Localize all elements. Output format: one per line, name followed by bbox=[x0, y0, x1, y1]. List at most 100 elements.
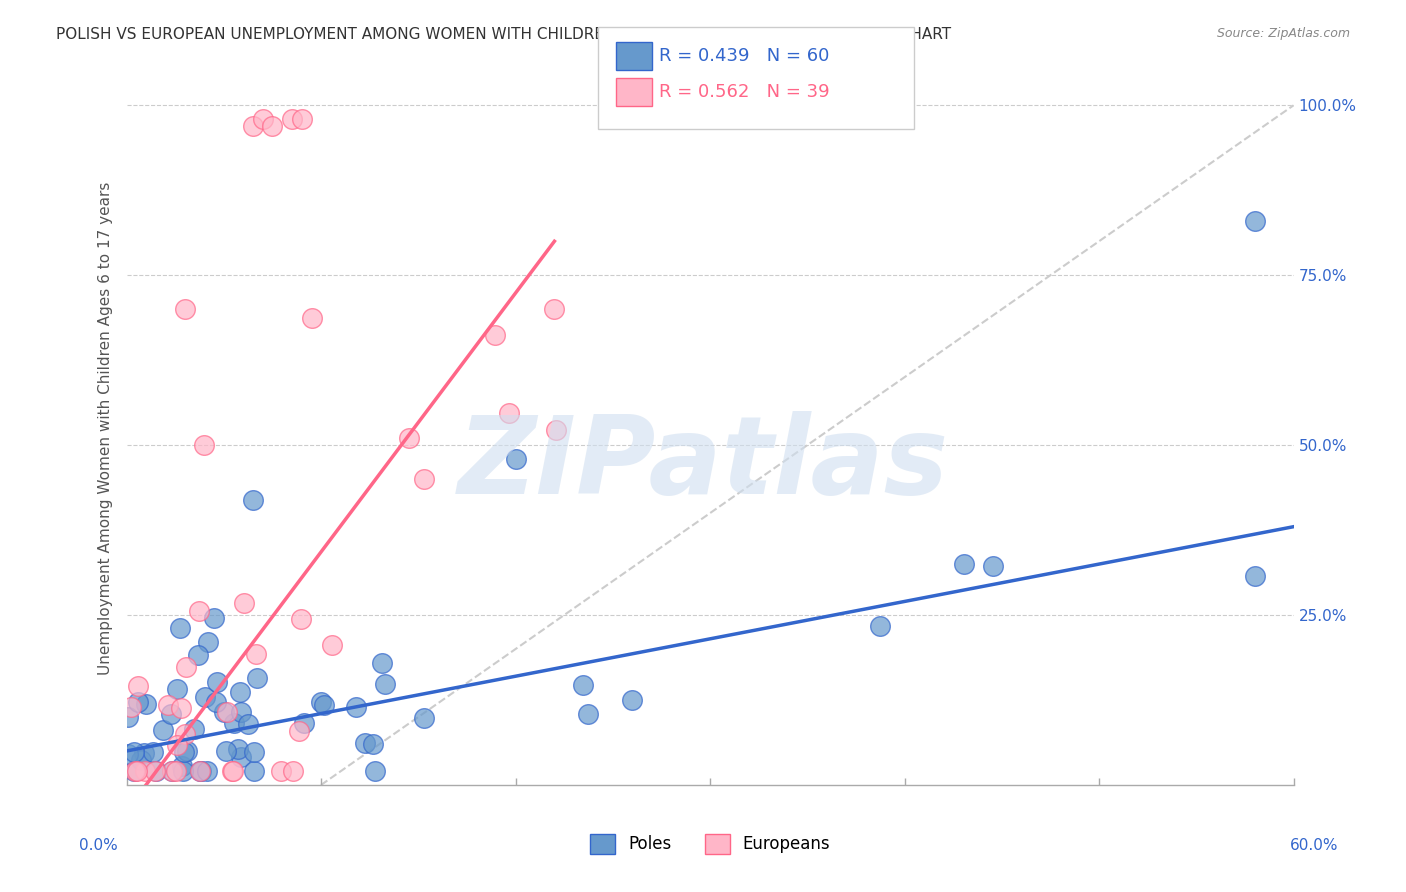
Point bbox=[1243, 214, 1265, 228]
Point bbox=[188, 604, 211, 618]
Point bbox=[173, 727, 195, 741]
Point bbox=[172, 764, 194, 779]
Point bbox=[236, 717, 259, 731]
Point bbox=[129, 752, 152, 766]
Point bbox=[412, 472, 434, 486]
Text: R = 0.439   N = 60: R = 0.439 N = 60 bbox=[659, 47, 830, 65]
Point bbox=[159, 706, 181, 721]
Point bbox=[187, 648, 209, 663]
Point bbox=[243, 764, 266, 779]
Point bbox=[173, 745, 195, 759]
Point bbox=[176, 743, 198, 757]
Point bbox=[122, 745, 145, 759]
Point bbox=[174, 660, 197, 674]
Point bbox=[290, 112, 312, 126]
Point bbox=[127, 695, 149, 709]
Point bbox=[361, 737, 384, 751]
Point bbox=[193, 438, 215, 452]
Point bbox=[188, 764, 211, 779]
Point bbox=[245, 648, 267, 662]
Point bbox=[215, 706, 238, 720]
Point bbox=[215, 744, 238, 758]
Point bbox=[142, 745, 165, 759]
Point bbox=[145, 764, 167, 779]
Point bbox=[484, 328, 506, 343]
Point bbox=[205, 674, 228, 689]
Y-axis label: Unemployment Among Women with Children Ages 6 to 17 years: Unemployment Among Women with Children A… bbox=[97, 181, 112, 675]
Point bbox=[157, 698, 180, 712]
Point bbox=[135, 697, 157, 711]
Point bbox=[127, 764, 149, 779]
Point bbox=[301, 310, 323, 325]
Text: Source: ZipAtlas.com: Source: ZipAtlas.com bbox=[1216, 27, 1350, 40]
Point bbox=[246, 672, 269, 686]
Point bbox=[169, 701, 191, 715]
Point bbox=[371, 656, 394, 670]
Point bbox=[498, 406, 520, 420]
Point bbox=[231, 705, 253, 719]
Point bbox=[229, 685, 252, 699]
Point bbox=[160, 764, 183, 779]
Point bbox=[281, 764, 304, 779]
Point bbox=[124, 764, 146, 779]
Point bbox=[172, 759, 194, 773]
Point bbox=[204, 694, 226, 708]
Point bbox=[190, 764, 212, 779]
Point bbox=[620, 693, 643, 707]
Point bbox=[398, 431, 420, 445]
Point bbox=[222, 764, 245, 779]
Point bbox=[226, 741, 249, 756]
Point bbox=[221, 764, 243, 779]
Text: R = 0.562   N = 39: R = 0.562 N = 39 bbox=[659, 83, 830, 101]
Point bbox=[162, 764, 184, 779]
Point bbox=[195, 764, 218, 779]
Point bbox=[544, 423, 567, 437]
Point bbox=[374, 676, 396, 690]
Point bbox=[869, 619, 891, 633]
Point bbox=[122, 764, 145, 779]
Point bbox=[983, 558, 1005, 573]
Point bbox=[174, 302, 197, 317]
Point bbox=[117, 747, 139, 762]
Point bbox=[190, 764, 212, 779]
Point bbox=[571, 678, 593, 692]
Text: 60.0%: 60.0% bbox=[1291, 838, 1339, 854]
Text: ZIPatlas: ZIPatlas bbox=[457, 411, 949, 516]
Point bbox=[543, 302, 565, 317]
Point bbox=[290, 611, 312, 625]
Text: POLISH VS EUROPEAN UNEMPLOYMENT AMONG WOMEN WITH CHILDREN AGES 6 TO 17 YEARS COR: POLISH VS EUROPEAN UNEMPLOYMENT AMONG WO… bbox=[56, 27, 952, 42]
Point bbox=[312, 698, 335, 712]
Point bbox=[166, 682, 188, 697]
Point bbox=[152, 723, 174, 737]
Point bbox=[364, 764, 387, 779]
Point bbox=[117, 710, 139, 724]
Point bbox=[287, 724, 309, 739]
Point bbox=[321, 638, 343, 652]
Point bbox=[231, 749, 253, 764]
Point bbox=[166, 738, 188, 752]
Point bbox=[222, 715, 245, 730]
Point bbox=[576, 707, 599, 722]
Point bbox=[194, 690, 217, 705]
Point bbox=[212, 705, 235, 719]
Point bbox=[953, 558, 976, 572]
Point bbox=[505, 451, 527, 466]
Point bbox=[202, 611, 225, 625]
Point bbox=[413, 711, 436, 725]
Point bbox=[165, 764, 187, 779]
Point bbox=[242, 119, 264, 133]
Point bbox=[143, 764, 166, 779]
Legend: Poles, Europeans: Poles, Europeans bbox=[581, 825, 839, 863]
Point bbox=[344, 699, 367, 714]
Point bbox=[197, 635, 219, 649]
Point bbox=[309, 695, 332, 709]
Point bbox=[243, 745, 266, 759]
Point bbox=[127, 679, 149, 693]
Point bbox=[262, 119, 284, 133]
Point bbox=[1243, 569, 1265, 583]
Point bbox=[354, 735, 377, 749]
Point bbox=[169, 621, 191, 635]
Point bbox=[270, 764, 292, 779]
Point bbox=[134, 764, 156, 779]
Point bbox=[292, 715, 315, 730]
